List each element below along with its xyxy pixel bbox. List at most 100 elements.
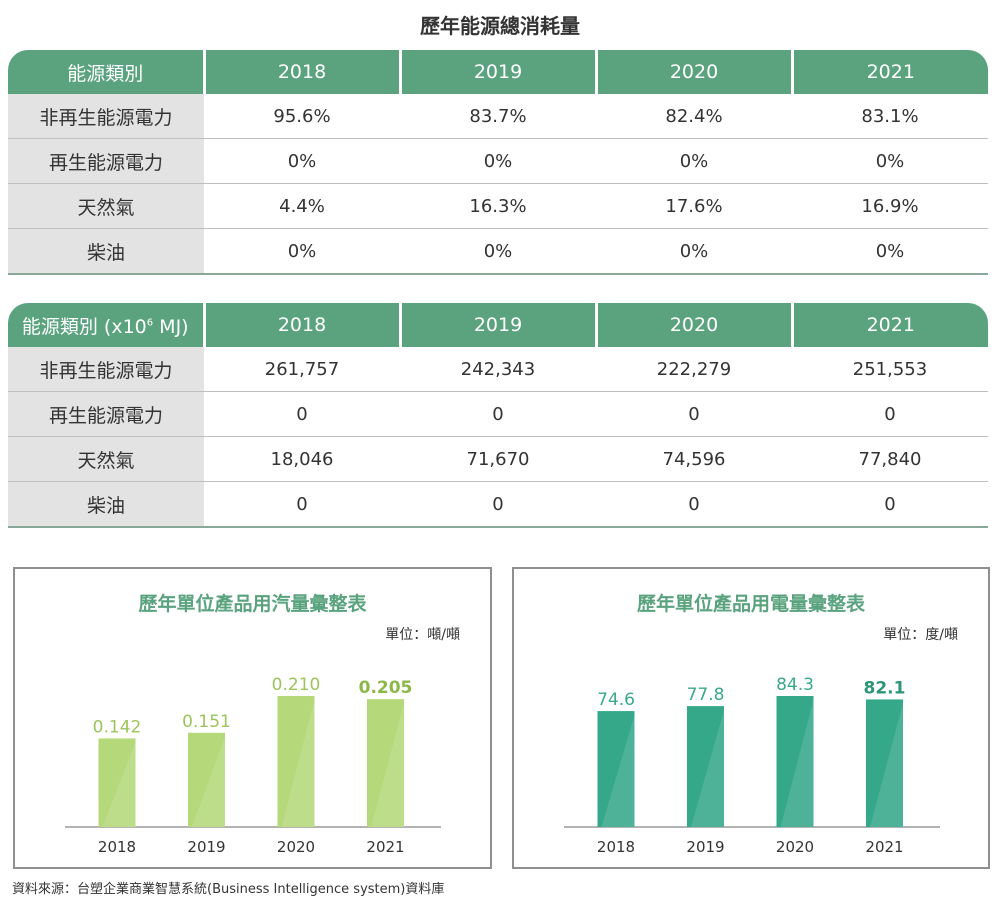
chart-unit: 單位：噸/噸 xyxy=(385,627,460,643)
table-cell: 251,553 xyxy=(792,347,988,392)
bar-2020 xyxy=(776,696,814,827)
x-tick-label: 2018 xyxy=(597,838,635,856)
bar-2021 xyxy=(866,699,903,827)
row-label: 非再生能源電力 xyxy=(8,347,204,392)
column-header: 2021 xyxy=(792,50,988,94)
bar-shading xyxy=(371,703,404,827)
table-row: 天然氣 4.4% 16.3% 17.6% 16.9% xyxy=(8,183,988,229)
row-label: 非再生能源電力 xyxy=(8,94,204,139)
table-cell: 95.6% xyxy=(204,94,400,139)
bar-2018 xyxy=(597,711,635,827)
source-note: 資料來源：台塑企業商業智慧系統(Business Intelligence sy… xyxy=(12,882,445,897)
page-title: 歷年能源總消耗量 xyxy=(420,14,580,38)
data-label: 0.205 xyxy=(359,678,413,698)
bar-shading xyxy=(691,710,724,827)
column-header: 2018 xyxy=(204,303,402,347)
table-cell: 261,757 xyxy=(204,347,400,392)
table-cell: 74,596 xyxy=(596,436,792,482)
x-tick-label: 2019 xyxy=(187,838,225,856)
steam-usage-chart-panel: 歷年單位產品用汽量彙整表 單位：噸/噸 0.142 2018 0.151 2019 0.… xyxy=(13,567,492,869)
data-label: 82.1 xyxy=(864,678,906,698)
data-label: 84.3 xyxy=(776,675,814,695)
chart-title: 歷年單位產品用電量彙整表 xyxy=(636,593,865,615)
column-header: 2020 xyxy=(596,50,794,94)
table-row: 再生能源電力 0% 0% 0% 0% xyxy=(8,138,988,184)
table-cell: 0 xyxy=(792,391,988,437)
table-cell: 77,840 xyxy=(792,436,988,482)
table-cell: 0% xyxy=(596,138,792,184)
table-cell: 4.4% xyxy=(204,183,400,229)
column-header: 能源類別 xyxy=(8,50,206,94)
table-header-row: 能源類別 2018 2019 2020 2021 xyxy=(8,50,988,94)
data-label: 0.210 xyxy=(272,675,321,695)
electricity-usage-bar-chart: 74.6 2018 77.8 2019 84.3 2020 82.1 2021 xyxy=(564,675,940,856)
column-header: 2020 xyxy=(596,303,794,347)
table-row: 柴油 0% 0% 0% 0% xyxy=(8,228,988,275)
row-label: 柴油 xyxy=(8,481,204,528)
header-unit: MJ) xyxy=(153,315,189,338)
table-cell: 0 xyxy=(400,391,596,437)
table-cell: 18,046 xyxy=(204,436,400,482)
electricity-usage-chart-panel: 歷年單位產品用電量彙整表 單位：度/噸 74.6 2018 77.8 2019 84.3… xyxy=(512,567,990,869)
x-tick-label: 2020 xyxy=(776,838,814,856)
energy-percent-table: 能源類別 2018 2019 2020 2021 非再生能源電力 95.6% 8… xyxy=(8,50,988,275)
table-cell: 17.6% xyxy=(596,183,792,229)
table-cell: 0 xyxy=(596,391,792,437)
table-cell: 0 xyxy=(596,481,792,528)
header-text: 能源類別 (x10 xyxy=(21,315,147,338)
column-header: 2019 xyxy=(400,50,598,94)
data-label: 0.151 xyxy=(182,712,231,732)
bar-2018 xyxy=(98,738,136,827)
row-label: 柴油 xyxy=(8,228,204,275)
x-tick-label: 2021 xyxy=(366,838,404,856)
row-label: 再生能源電力 xyxy=(8,391,204,437)
table-cell: 0 xyxy=(792,481,988,528)
table-cell: 0 xyxy=(204,481,400,528)
table-cell: 16.9% xyxy=(792,183,988,229)
data-label: 77.8 xyxy=(687,685,725,705)
table-cell: 16.3% xyxy=(400,183,596,229)
chart-title: 歷年單位產品用汽量彙整表 xyxy=(138,593,367,615)
table-cell: 0% xyxy=(596,228,792,275)
table-row: 柴油 0 0 0 0 xyxy=(8,481,988,528)
chart-unit: 單位：度/噸 xyxy=(883,627,958,643)
x-tick-label: 2020 xyxy=(277,838,315,856)
table-cell: 83.1% xyxy=(792,94,988,139)
column-header-energy-type: 能源類別 (x106 MJ) xyxy=(8,303,206,347)
column-header: 2019 xyxy=(400,303,598,347)
table-cell: 71,670 xyxy=(400,436,596,482)
table-cell: 0% xyxy=(792,138,988,184)
data-label: 74.6 xyxy=(597,690,635,710)
bar-shading xyxy=(281,700,315,827)
column-header: 2018 xyxy=(204,50,402,94)
bar-2019 xyxy=(188,732,225,827)
table-cell: 222,279 xyxy=(596,347,792,392)
table-cell: 0% xyxy=(792,228,988,275)
bar-2021 xyxy=(367,699,404,827)
x-tick-label: 2021 xyxy=(865,838,903,856)
table-cell: 0 xyxy=(400,481,596,528)
energy-mj-table: 能源類別 (x106 MJ) 2018 2019 2020 2021 非再生能源… xyxy=(8,303,988,528)
table-row: 天然氣 18,046 71,670 74,596 77,840 xyxy=(8,436,988,482)
table-header-row: 能源類別 (x106 MJ) 2018 2019 2020 2021 xyxy=(8,303,988,347)
table-cell: 0 xyxy=(204,391,400,437)
table-cell: 83.7% xyxy=(400,94,596,139)
header-exponent: 6 xyxy=(146,317,154,329)
table-cell: 242,343 xyxy=(400,347,596,392)
table-cell: 0% xyxy=(400,138,596,184)
table-row: 非再生能源電力 261,757 242,343 222,279 251,553 xyxy=(8,347,988,392)
table-cell: 0% xyxy=(204,228,400,275)
row-label: 天然氣 xyxy=(8,436,204,482)
row-label: 天然氣 xyxy=(8,183,204,229)
column-header: 2021 xyxy=(792,303,988,347)
table-row: 再生能源電力 0 0 0 0 xyxy=(8,391,988,437)
data-label: 0.142 xyxy=(93,717,142,737)
table-cell: 0% xyxy=(400,228,596,275)
bar-shading xyxy=(192,736,225,827)
table-cell: 82.4% xyxy=(596,94,792,139)
row-label: 再生能源電力 xyxy=(8,138,204,184)
table-row: 非再生能源電力 95.6% 83.7% 82.4% 83.1% xyxy=(8,94,988,139)
bar-shading xyxy=(780,700,814,827)
steam-usage-bar-chart: 0.142 2018 0.151 2019 0.210 2020 0.205 2021 xyxy=(65,675,441,856)
x-tick-label: 2019 xyxy=(686,838,724,856)
